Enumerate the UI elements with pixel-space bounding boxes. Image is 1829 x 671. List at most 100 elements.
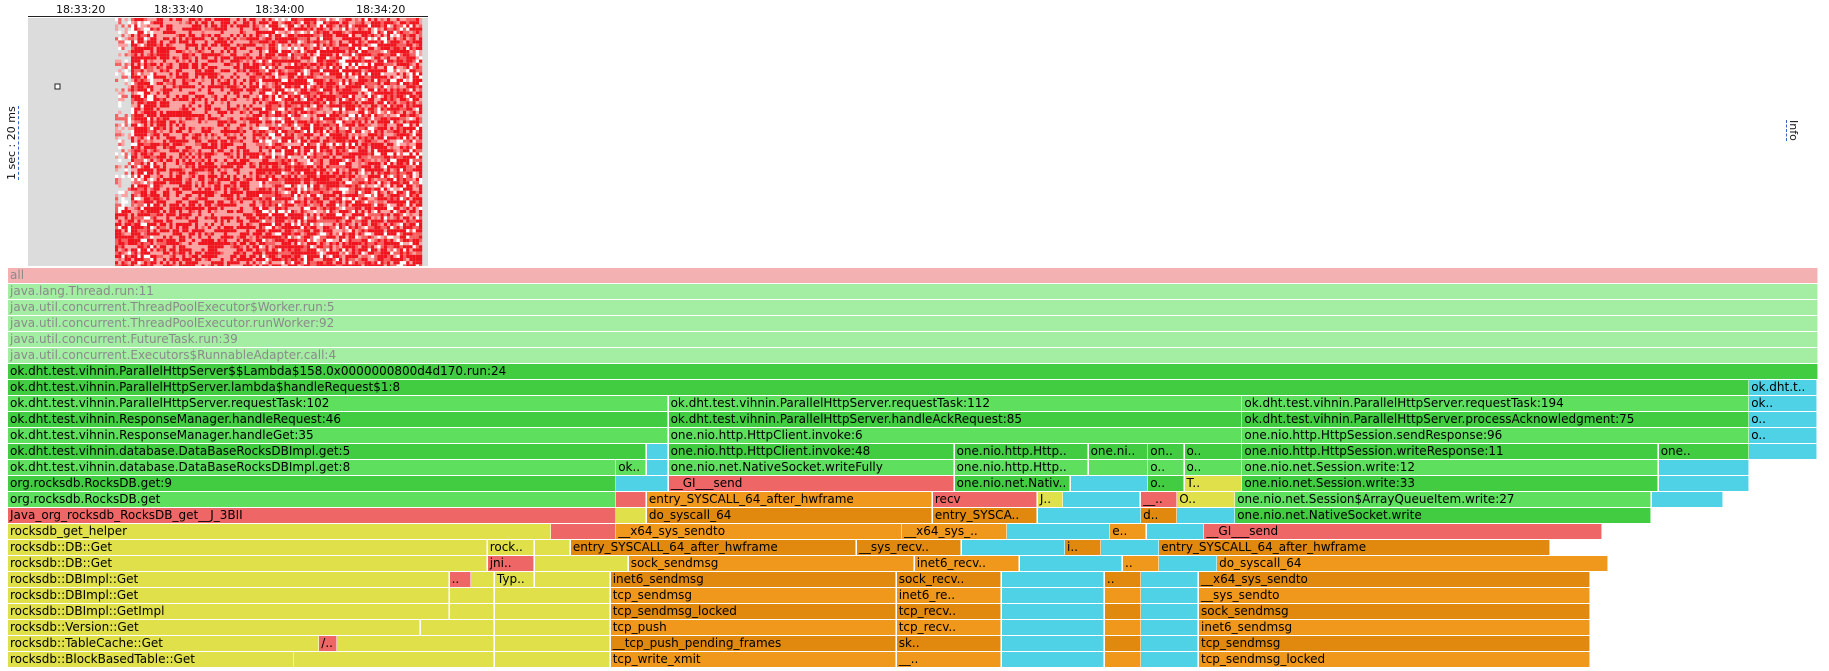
heatmap-cell[interactable] <box>182 82 186 86</box>
heatmap-cell[interactable] <box>163 43 167 47</box>
heatmap-cell[interactable] <box>169 59 173 63</box>
heatmap-cell[interactable] <box>150 27 154 31</box>
heatmap-cell[interactable] <box>211 203 215 207</box>
heatmap-cell[interactable] <box>191 21 195 25</box>
heatmap-cell[interactable] <box>159 142 163 146</box>
heatmap-cell[interactable] <box>115 248 119 252</box>
heatmap-cell[interactable] <box>159 91 163 95</box>
heatmap-cell[interactable] <box>137 50 141 54</box>
heatmap-cell[interactable] <box>191 146 195 150</box>
heatmap-cell[interactable] <box>163 37 167 41</box>
heatmap-cell[interactable] <box>230 158 234 162</box>
heatmap-cell[interactable] <box>121 88 125 92</box>
heatmap-cell[interactable] <box>159 98 163 102</box>
heatmap-cell[interactable] <box>163 110 167 114</box>
heatmap-cell[interactable] <box>239 222 243 226</box>
heatmap-cell[interactable] <box>118 18 122 22</box>
heatmap-cell[interactable] <box>214 85 218 89</box>
heatmap-cell[interactable] <box>150 117 154 121</box>
heatmap-cell[interactable] <box>175 104 179 108</box>
heatmap-cell[interactable] <box>134 168 138 172</box>
heatmap-cell[interactable] <box>137 149 141 153</box>
heatmap-cell[interactable] <box>211 190 215 194</box>
heatmap-cell[interactable] <box>236 123 240 127</box>
heatmap-cell[interactable] <box>182 235 186 239</box>
heatmap-cell[interactable] <box>239 75 243 79</box>
heatmap-cell[interactable] <box>185 18 189 22</box>
heatmap-cell[interactable] <box>169 178 173 182</box>
heatmap-cell[interactable] <box>198 171 202 175</box>
heatmap-cell[interactable] <box>191 56 195 60</box>
heatmap-cell[interactable] <box>134 174 138 178</box>
heatmap-cell[interactable] <box>207 50 211 54</box>
heatmap-cell[interactable] <box>239 245 243 249</box>
heatmap-cell[interactable] <box>204 210 208 214</box>
heatmap-cell[interactable] <box>159 101 163 105</box>
heatmap-cell[interactable] <box>127 264 131 266</box>
heatmap-cell[interactable] <box>137 245 141 249</box>
heatmap-cell[interactable] <box>236 107 240 111</box>
heatmap-cell[interactable] <box>233 229 237 233</box>
heatmap-cell[interactable] <box>182 264 186 266</box>
heatmap-cell[interactable] <box>182 133 186 137</box>
heatmap-cell[interactable] <box>204 168 208 172</box>
heatmap-cell[interactable] <box>188 235 192 239</box>
heatmap-cell[interactable] <box>227 206 231 210</box>
heatmap-cell[interactable] <box>198 133 202 137</box>
heatmap-cell[interactable] <box>204 72 208 76</box>
heatmap-cell[interactable] <box>131 126 135 130</box>
heatmap-cell[interactable] <box>233 37 237 41</box>
heatmap-cell[interactable] <box>236 165 240 169</box>
heatmap-cell[interactable] <box>124 117 128 121</box>
heatmap-cell[interactable] <box>204 133 208 137</box>
heatmap-cell[interactable] <box>172 222 176 226</box>
heatmap-cell[interactable] <box>217 133 221 137</box>
heatmap-cell[interactable] <box>121 123 125 127</box>
heatmap-cell[interactable] <box>188 251 192 255</box>
heatmap-cell[interactable] <box>236 21 240 25</box>
heatmap-cell[interactable] <box>204 187 208 191</box>
heatmap-cell[interactable] <box>198 88 202 92</box>
heatmap-cell[interactable] <box>220 107 224 111</box>
heatmap-cell[interactable] <box>191 187 195 191</box>
heatmap-cell[interactable] <box>159 178 163 182</box>
heatmap-cell[interactable] <box>214 158 218 162</box>
heatmap-cell[interactable] <box>223 126 227 130</box>
heatmap-cell[interactable] <box>201 245 205 249</box>
heatmap-cell[interactable] <box>140 171 144 175</box>
heatmap-cell[interactable] <box>131 62 135 66</box>
heatmap-cell[interactable] <box>134 43 138 47</box>
heatmap-cell[interactable] <box>195 251 199 255</box>
heatmap-cell[interactable] <box>169 174 173 178</box>
heatmap-cell[interactable] <box>204 117 208 121</box>
heatmap-cell[interactable] <box>118 130 122 134</box>
heatmap-cell[interactable] <box>230 146 234 150</box>
heatmap-cell[interactable] <box>230 40 234 44</box>
heatmap-cell[interactable] <box>236 30 240 34</box>
heatmap-cell[interactable] <box>211 94 215 98</box>
heatmap-cell[interactable] <box>214 219 218 223</box>
heatmap-cell[interactable] <box>185 34 189 38</box>
heatmap-cell[interactable] <box>198 181 202 185</box>
heatmap-cell[interactable] <box>118 203 122 207</box>
heatmap-cell[interactable] <box>217 235 221 239</box>
heatmap-cell[interactable] <box>153 149 157 153</box>
heatmap-cell[interactable] <box>223 190 227 194</box>
heatmap-cell[interactable] <box>233 213 237 217</box>
heatmap-cell[interactable] <box>211 104 215 108</box>
heatmap-cell[interactable] <box>230 213 234 217</box>
heatmap-cell[interactable] <box>115 226 119 230</box>
heatmap-cell[interactable] <box>147 101 151 105</box>
heatmap-cell[interactable] <box>195 120 199 124</box>
heatmap-cell[interactable] <box>220 126 224 130</box>
heatmap-cell[interactable] <box>214 123 218 127</box>
heatmap-cell[interactable] <box>185 101 189 105</box>
heatmap-cell[interactable] <box>188 258 192 262</box>
heatmap-cell[interactable] <box>156 158 160 162</box>
heatmap-cell[interactable] <box>124 258 128 262</box>
heatmap-cell[interactable] <box>172 149 176 153</box>
heatmap-cell[interactable] <box>169 222 173 226</box>
heatmap-cell[interactable] <box>217 203 221 207</box>
heatmap-cell[interactable] <box>118 229 122 233</box>
heatmap-cell[interactable] <box>217 37 221 41</box>
